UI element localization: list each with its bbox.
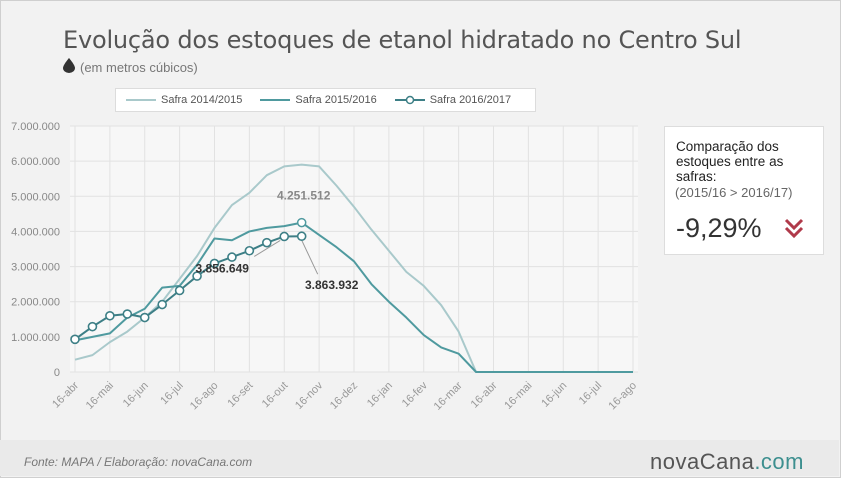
x-tick-label: 16-ago [606, 380, 639, 413]
data-point [262, 237, 272, 248]
y-tick-label: 2.000.000 [11, 297, 60, 309]
annotation-leader [301, 239, 319, 275]
data-point [174, 285, 185, 296]
source-note: Fonte: MAPA / Elaboração: novaCana.com [24, 455, 253, 469]
series-line-1 [74, 221, 633, 373]
x-tick-label: 16-abr [469, 379, 500, 410]
double-chevron-down-icon [783, 217, 805, 244]
x-tick-label: 16-ago [188, 380, 221, 413]
brand-tld: .com [754, 449, 804, 474]
x-tick-label: 16-dez [328, 380, 360, 412]
y-tick-label: 3.000.000 [11, 262, 60, 274]
y-tick-label: 4.000.000 [11, 226, 60, 238]
x-tick-label: 16-mar [432, 379, 465, 412]
x-tick-label: 16-nov [293, 379, 326, 412]
y-tick-label: 5.000.000 [11, 191, 60, 203]
legend-item-2016[interactable]: Safra 2016/2017 [394, 94, 512, 106]
y-tick-label: 0 [54, 367, 60, 379]
data-point [296, 231, 307, 242]
comparison-heading: Comparação dos estoques entre as safras: [676, 139, 784, 184]
data-point [87, 321, 98, 332]
comparison-safras: (2015/16 > 2016/17) [675, 185, 793, 200]
x-tick-label: 16-jul [577, 380, 605, 408]
subtitle-text: (em metros cúbicos) [80, 59, 198, 75]
data-point [157, 299, 167, 310]
subtitle: (em metros cúbicos) [63, 58, 198, 76]
data-point [209, 258, 220, 269]
legend-label: Safra 2014/2015 [161, 94, 243, 106]
comparison-box: Comparação dos estoques entre as safras:… [664, 126, 824, 255]
data-point [105, 310, 115, 321]
annotation-leader [253, 240, 281, 257]
legend-label: Safra 2015/2016 [295, 94, 377, 106]
data-point [70, 334, 80, 345]
x-tick-label: 16-mai [84, 380, 116, 412]
x-tick-label: 16-set [225, 380, 255, 410]
x-tick-label: 16-out [260, 380, 291, 411]
x-tick-label: 16-jul [158, 380, 186, 408]
x-tick-label: 16-abr [50, 379, 81, 410]
annotation-label: 4.251.512 [277, 189, 331, 203]
legend-item-2015[interactable]: Safra 2015/2016 [260, 94, 377, 106]
footer-bar [0, 440, 839, 476]
comparison-value: -9,29% [676, 213, 762, 243]
brand-main: novaCana [650, 449, 755, 474]
data-point [139, 312, 150, 323]
annotation-marker [296, 217, 307, 228]
line-chart: 0 1.000.000 2.000.000 3.000.000 4.000.000 5.0… [11, 121, 639, 413]
data-point [279, 231, 290, 242]
x-tick-label: 16-jan [365, 380, 395, 410]
page-title: Evolução dos estoques de etanol hidratad… [63, 26, 742, 54]
data-point [227, 252, 237, 262]
annotation-label: 3.863.932 [305, 278, 359, 292]
data-point [192, 271, 202, 281]
data-point [244, 245, 255, 256]
y-tick-label: 6.000.000 [11, 156, 60, 168]
legend-label: Safra 2016/2017 [429, 94, 512, 106]
data-point [122, 309, 133, 319]
legend-item-2014[interactable]: Safra 2014/2015 [126, 94, 242, 106]
droplet-icon [63, 58, 75, 76]
annotation-label: 3.856.649 [196, 261, 250, 275]
x-tick-label: 16-mai [502, 380, 534, 412]
y-tick-label: 1.000.000 [11, 332, 60, 344]
x-tick-label: 16-fev [400, 379, 430, 409]
x-tick-label: 16-jun [539, 380, 569, 410]
y-tick-label: 7.000.000 [11, 121, 60, 133]
x-tick-label: 16-jun [121, 380, 151, 410]
chart-legend: Safra 2014/2015 Safra 2015/2016 Safra 20… [115, 88, 536, 112]
brand-logo[interactable]: novaCana.com [650, 449, 804, 475]
